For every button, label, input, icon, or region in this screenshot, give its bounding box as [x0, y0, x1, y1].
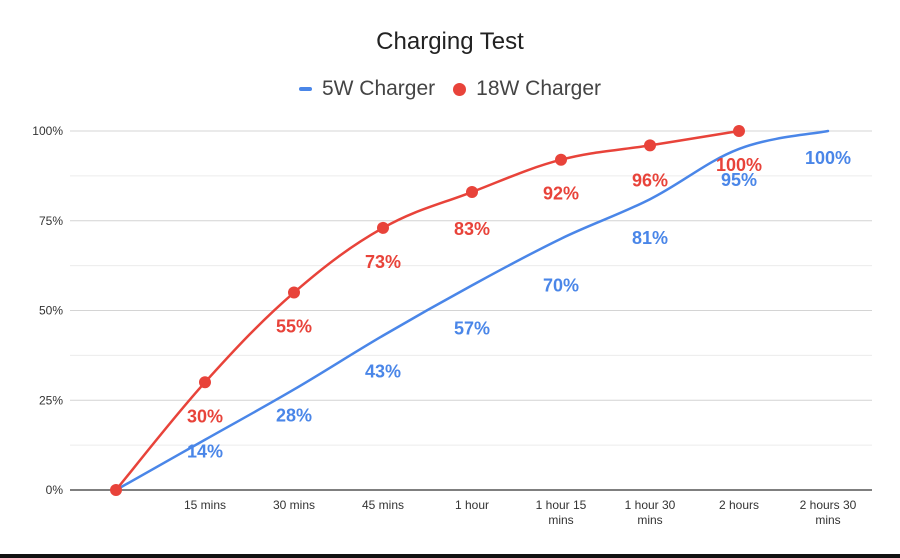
data-label: 43%: [365, 362, 401, 382]
data-label: 70%: [543, 276, 579, 296]
x-tick-label: 1 hour 15 mins: [536, 498, 587, 527]
data-point: [377, 221, 389, 234]
legend-item-5w: 5W Charger: [298, 77, 436, 101]
data-label: 14%: [187, 442, 223, 462]
legend-item-18w: 18W Charger: [453, 77, 601, 101]
data-label: 73%: [365, 252, 401, 272]
x-tick-label: 30 mins: [273, 498, 315, 512]
x-tick-label: 2 hours 30 mins: [800, 498, 857, 527]
y-tick-label: 75%: [39, 214, 63, 228]
data-label: 30%: [187, 406, 223, 426]
x-tick-label: 2 hours: [719, 498, 759, 512]
data-label: 95%: [721, 170, 757, 190]
data-label: 28%: [276, 405, 312, 425]
legend-label-5w: 5W Charger: [321, 77, 436, 100]
x-tick-label: 15 mins: [184, 498, 226, 512]
data-point: [110, 484, 122, 496]
y-tick-label: 50%: [39, 304, 63, 318]
series-line: [114, 129, 830, 492]
x-tick-label: 45 mins: [362, 498, 404, 512]
data-label: 100%: [716, 155, 762, 175]
data-point: [644, 139, 656, 152]
data-label: 57%: [454, 318, 490, 338]
data-label: 81%: [632, 228, 668, 248]
bottom-border: [0, 554, 900, 558]
data-label: 83%: [454, 219, 490, 239]
legend-label-18w: 18W Charger: [476, 77, 602, 100]
data-point: [555, 153, 567, 166]
y-tick-label: 100%: [32, 124, 63, 138]
data-point: [733, 125, 745, 137]
chart-title: Charging Test: [376, 28, 524, 55]
legend-line-swatch: [298, 87, 312, 91]
data-label: 55%: [276, 317, 312, 337]
data-point: [466, 186, 478, 199]
data-label: 96%: [632, 170, 668, 190]
y-tick-label: 25%: [39, 393, 63, 407]
legend: 5W Charger 18W Charger: [0, 77, 900, 101]
y-tick-label: 0%: [46, 483, 64, 497]
data-point: [288, 286, 300, 299]
x-tick-label: 1 hour: [455, 498, 489, 512]
data-label: 100%: [805, 148, 851, 168]
legend-dot-swatch: [453, 82, 467, 96]
data-point: [199, 376, 211, 389]
data-label: 92%: [543, 184, 579, 204]
x-tick-label: 1 hour 30 mins: [625, 498, 676, 527]
